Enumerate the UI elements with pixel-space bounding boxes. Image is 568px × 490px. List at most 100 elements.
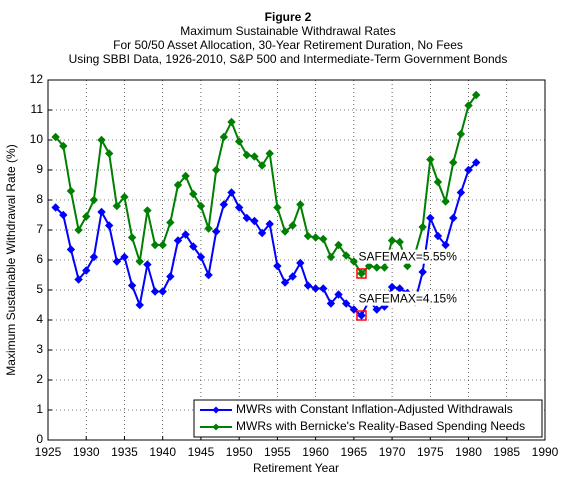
- data-point: [250, 216, 259, 226]
- data-point: [173, 180, 183, 190]
- data-point: [66, 186, 76, 196]
- x-tick-label: 1935: [111, 445, 138, 459]
- data-point: [341, 251, 351, 260]
- data-point: [150, 240, 160, 250]
- data-point: [257, 228, 267, 238]
- data-point: [319, 284, 328, 293]
- data-point: [449, 213, 458, 223]
- data-point: [395, 237, 404, 247]
- data-point: [311, 284, 320, 293]
- y-tick-label: 1: [36, 402, 43, 416]
- y-tick-label: 11: [31, 102, 44, 116]
- data-point: [311, 233, 320, 242]
- annotation: SAFEMAX=5.55%: [358, 250, 457, 264]
- data-point: [441, 197, 450, 206]
- data-point: [372, 263, 381, 272]
- data-point: [296, 258, 305, 268]
- y-tick-label: 10: [30, 132, 44, 146]
- plot-frame: [47, 79, 546, 441]
- data-point: [227, 117, 236, 127]
- data-point: [372, 305, 381, 314]
- data-point: [242, 213, 252, 223]
- data-point: [326, 252, 336, 262]
- data-point: [181, 230, 190, 239]
- data-point: [341, 299, 351, 308]
- data-point: [234, 203, 244, 212]
- data-point: [387, 236, 397, 245]
- data-point: [135, 300, 144, 310]
- x-tick-label: 1970: [379, 445, 406, 459]
- data-point: [418, 222, 427, 232]
- y-tick-label: 4: [36, 312, 43, 326]
- data-point: [97, 135, 106, 145]
- chart-subtitle: For 50/50 Asset Allocation, 30-Year Reti…: [113, 38, 463, 52]
- data-point: [288, 221, 297, 230]
- data-point: [265, 149, 274, 158]
- data-point: [66, 245, 76, 254]
- legend-label: MWRs with Constant Inflation-Adjusted Wi…: [236, 402, 513, 416]
- data-point: [166, 272, 175, 281]
- chart-subtitle: Maximum Sustainable Withdrawal Rates: [180, 24, 395, 38]
- data-point: [349, 305, 359, 314]
- data-point: [59, 141, 68, 151]
- data-point: [364, 261, 374, 271]
- data-point: [280, 278, 290, 287]
- data-point: [189, 242, 198, 251]
- y-axis-label: Maximum Sustainable Withdrawal Rate (%): [4, 144, 18, 375]
- data-point: [173, 236, 183, 245]
- data-point: [143, 260, 152, 269]
- data-point: [273, 203, 282, 212]
- data-point: [464, 165, 473, 175]
- data-point: [234, 137, 244, 146]
- data-point: [471, 90, 481, 100]
- data-point: [97, 207, 106, 217]
- annotation-bg: [357, 249, 459, 264]
- data-point: [204, 270, 213, 280]
- data-point: [51, 203, 60, 212]
- data-point: [433, 231, 443, 241]
- data-point: [51, 132, 60, 142]
- legend-marker: [212, 423, 220, 431]
- data-point: [74, 275, 83, 284]
- data-point: [418, 267, 427, 277]
- data-point: [127, 281, 137, 290]
- data-point: [59, 210, 68, 220]
- data-point: [82, 266, 91, 275]
- data-point: [449, 158, 458, 167]
- y-tick-label: 12: [30, 72, 44, 86]
- x-axis-label: Retirement Year: [253, 461, 339, 475]
- data-point: [242, 150, 252, 160]
- data-point: [104, 221, 114, 230]
- data-point: [357, 311, 366, 320]
- data-point: [112, 201, 122, 211]
- data-point: [265, 219, 274, 229]
- annotation: SAFEMAX=4.15%: [358, 292, 457, 306]
- data-point: [433, 177, 443, 187]
- y-tick-label: 7: [36, 222, 43, 236]
- x-tick-label: 1965: [340, 445, 367, 459]
- data-point: [456, 188, 466, 197]
- data-point: [280, 227, 290, 236]
- data-point: [349, 257, 359, 266]
- data-point: [357, 269, 366, 278]
- data-point: [89, 252, 99, 262]
- data-point: [387, 282, 397, 292]
- data-point: [158, 287, 167, 296]
- data-point: [296, 200, 305, 209]
- x-tick-label: 1975: [417, 445, 444, 459]
- data-point: [380, 263, 389, 272]
- highlight-marker: [356, 310, 367, 321]
- data-point: [189, 189, 198, 199]
- data-point: [127, 233, 137, 242]
- chart-subtitle: Using SBBI Data, 1926-2010, S&P 500 and …: [69, 52, 508, 66]
- x-tick-label: 1930: [73, 445, 100, 459]
- data-point: [120, 252, 129, 262]
- data-point: [471, 158, 481, 167]
- data-point: [181, 171, 190, 181]
- data-point: [326, 299, 336, 308]
- data-point: [158, 240, 167, 250]
- y-tick-label: 6: [36, 252, 43, 266]
- data-point: [212, 227, 221, 236]
- data-point: [426, 213, 435, 223]
